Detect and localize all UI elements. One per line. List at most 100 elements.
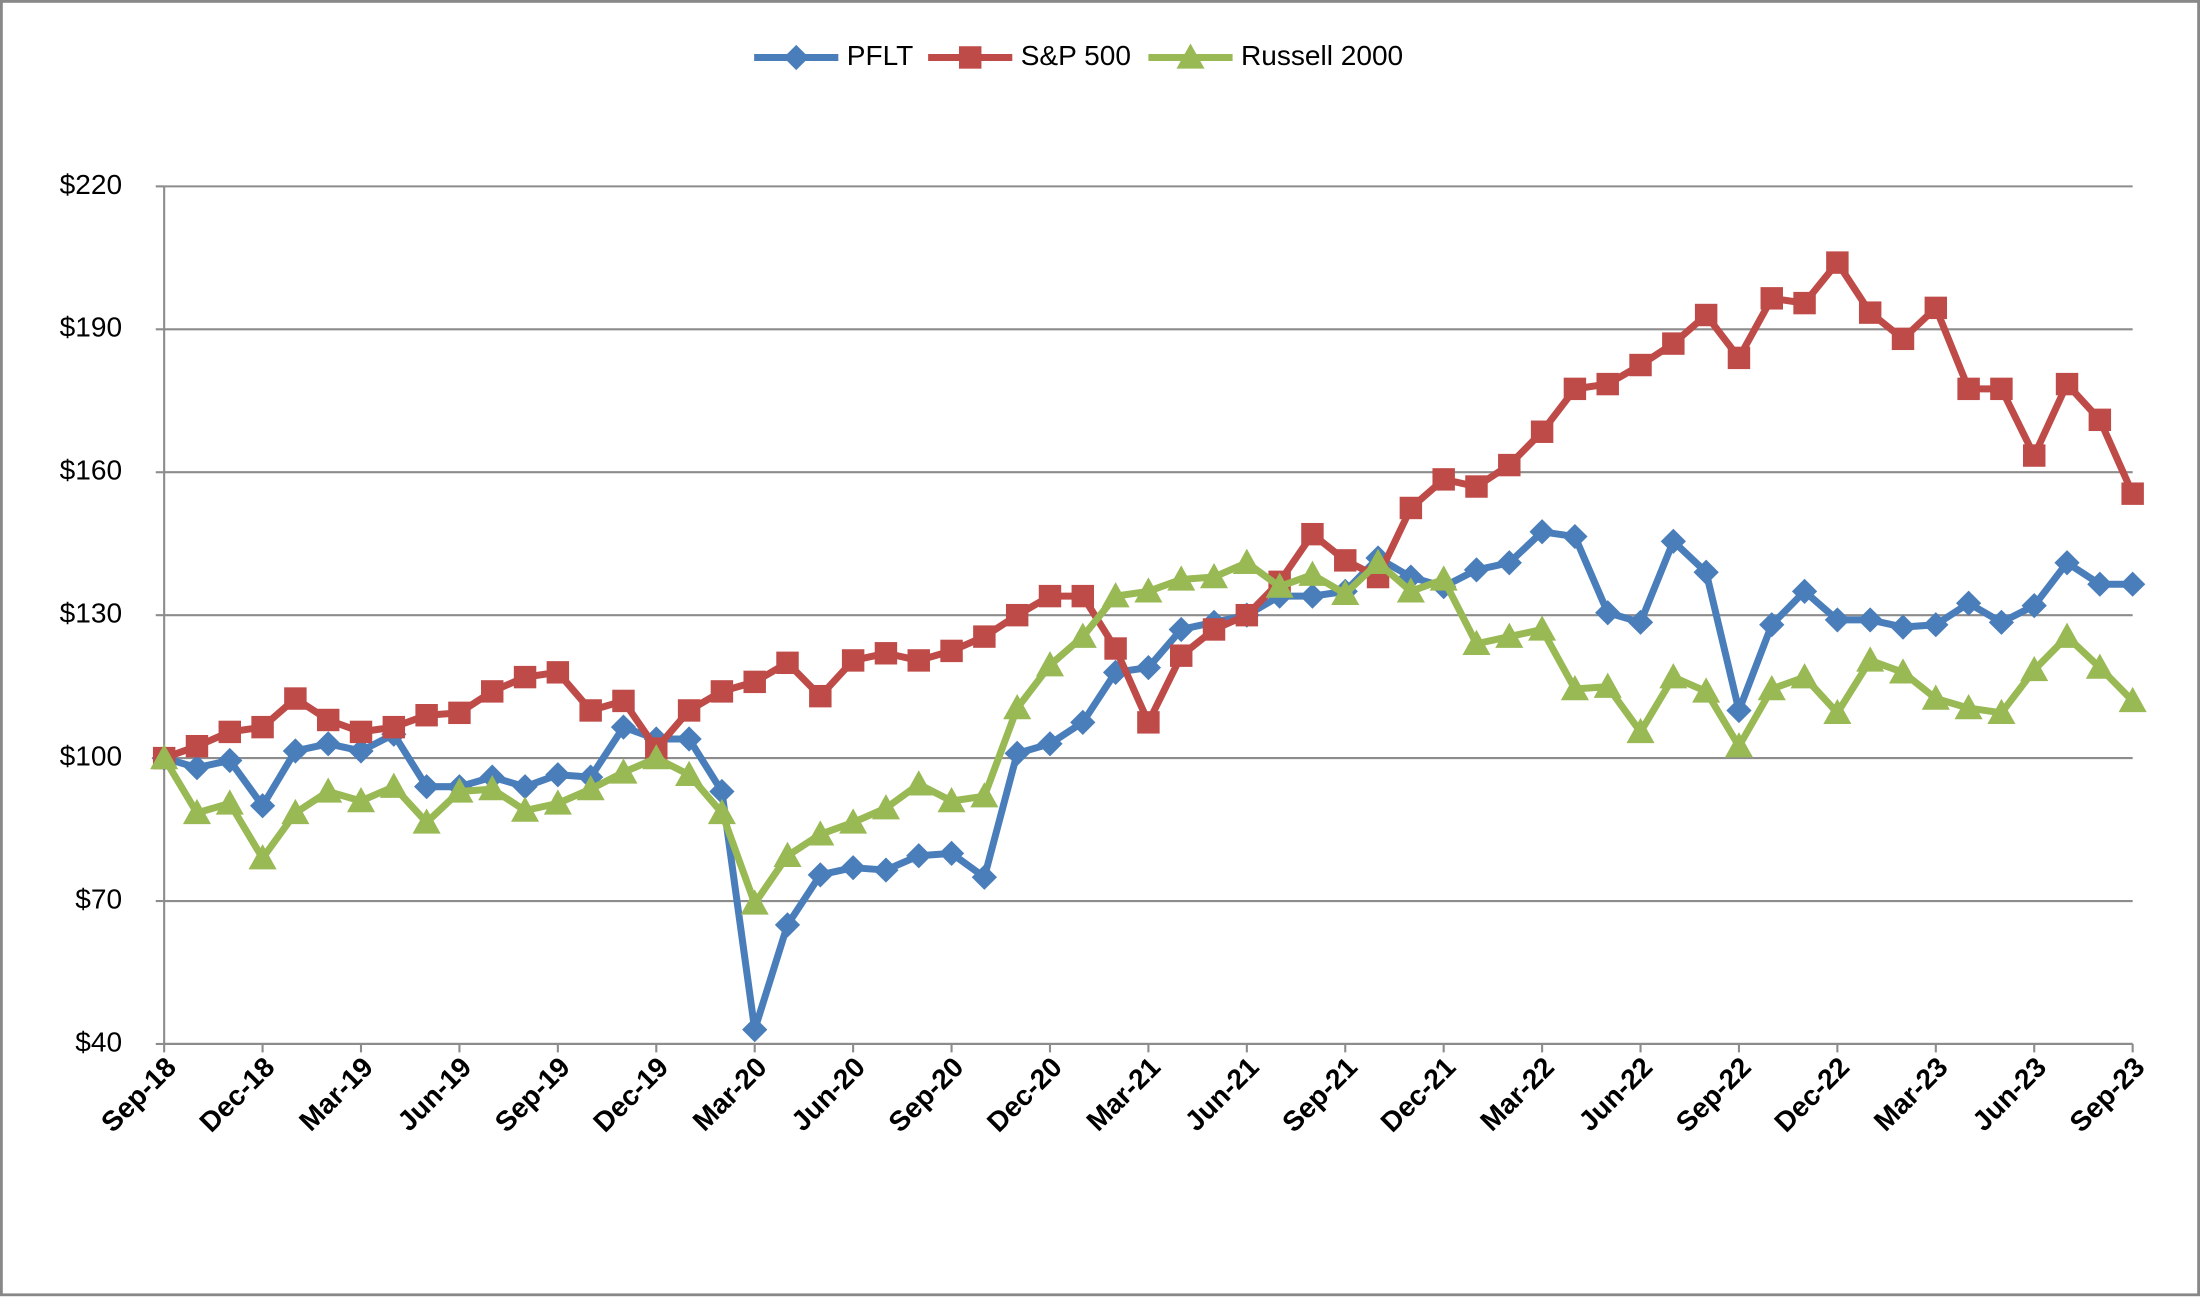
marker (1035, 651, 1065, 677)
marker (1101, 582, 1130, 608)
marker (2021, 593, 2047, 619)
marker (2121, 482, 2144, 505)
marker (1726, 697, 1752, 724)
marker (1823, 698, 1852, 725)
y-tick-label: $220 (60, 169, 122, 200)
y-tick-label: $190 (60, 312, 122, 343)
marker (412, 808, 441, 834)
marker (971, 864, 997, 890)
marker (546, 661, 570, 684)
marker (1724, 732, 1753, 758)
marker (940, 639, 963, 663)
marker (184, 755, 210, 781)
marker (1463, 557, 1490, 583)
marker (707, 798, 736, 825)
marker (1399, 496, 1423, 520)
marker (579, 699, 602, 722)
marker (1790, 663, 1819, 689)
marker (346, 786, 376, 813)
marker (958, 46, 982, 69)
marker (1791, 578, 1818, 604)
marker (1465, 475, 1488, 498)
marker (415, 704, 438, 727)
marker (1727, 346, 1751, 370)
marker (1396, 577, 1425, 603)
marker (1629, 353, 1652, 377)
marker (1168, 616, 1194, 643)
marker (841, 649, 865, 672)
marker (1530, 420, 1554, 443)
marker (1692, 677, 1721, 703)
marker (1529, 519, 1555, 545)
marker (445, 777, 474, 803)
marker (1563, 377, 1587, 401)
marker (448, 701, 471, 725)
marker (481, 680, 504, 703)
marker (1265, 572, 1294, 598)
marker (1858, 301, 1882, 324)
marker (1003, 694, 1032, 720)
marker (904, 770, 933, 796)
marker (217, 747, 243, 774)
marker (773, 841, 802, 867)
marker (871, 794, 900, 820)
marker (315, 731, 341, 757)
marker (379, 772, 408, 798)
marker (1429, 565, 1458, 591)
marker (150, 744, 179, 770)
marker (316, 708, 340, 732)
marker (1070, 709, 1096, 735)
marker (676, 726, 702, 752)
legend-label: PFLT (847, 40, 913, 71)
marker (1662, 332, 1685, 355)
marker (182, 798, 211, 825)
marker (281, 798, 310, 825)
y-tick-label: $130 (60, 598, 122, 629)
marker (1626, 717, 1655, 744)
marker (1954, 694, 1983, 720)
marker (610, 714, 637, 740)
marker (609, 758, 638, 784)
marker (677, 699, 701, 722)
legend-label: Russell 2000 (1241, 40, 1403, 71)
marker (1068, 622, 1097, 648)
marker (873, 857, 899, 883)
marker (512, 774, 538, 800)
marker (970, 782, 999, 808)
marker (2085, 653, 2114, 679)
marker (1176, 43, 1205, 69)
marker (642, 744, 671, 770)
marker (1990, 377, 2013, 401)
marker (2120, 571, 2146, 597)
marker (1596, 372, 1619, 396)
marker (1560, 675, 1589, 701)
marker (907, 649, 930, 672)
marker (1888, 658, 1918, 684)
marker (709, 778, 735, 805)
marker (710, 680, 734, 703)
y-tick-label: $70 (75, 883, 122, 914)
marker (1462, 629, 1491, 655)
marker (1235, 603, 1259, 627)
marker (282, 738, 309, 764)
marker (906, 843, 932, 869)
marker (248, 844, 277, 870)
marker (1169, 644, 1193, 667)
marker (1826, 251, 1849, 274)
marker (2023, 444, 2046, 467)
marker (1038, 584, 1062, 608)
y-tick-label: $100 (60, 741, 122, 772)
marker (2088, 408, 2112, 432)
marker (1298, 560, 1327, 586)
marker (576, 775, 605, 801)
marker (1957, 377, 1980, 401)
marker (1104, 637, 1127, 660)
marker (806, 820, 835, 846)
marker (840, 855, 866, 881)
marker (1793, 291, 1816, 315)
legend-label: S&P 500 (1021, 40, 1131, 71)
marker (1593, 672, 1622, 698)
marker (1694, 303, 1718, 327)
